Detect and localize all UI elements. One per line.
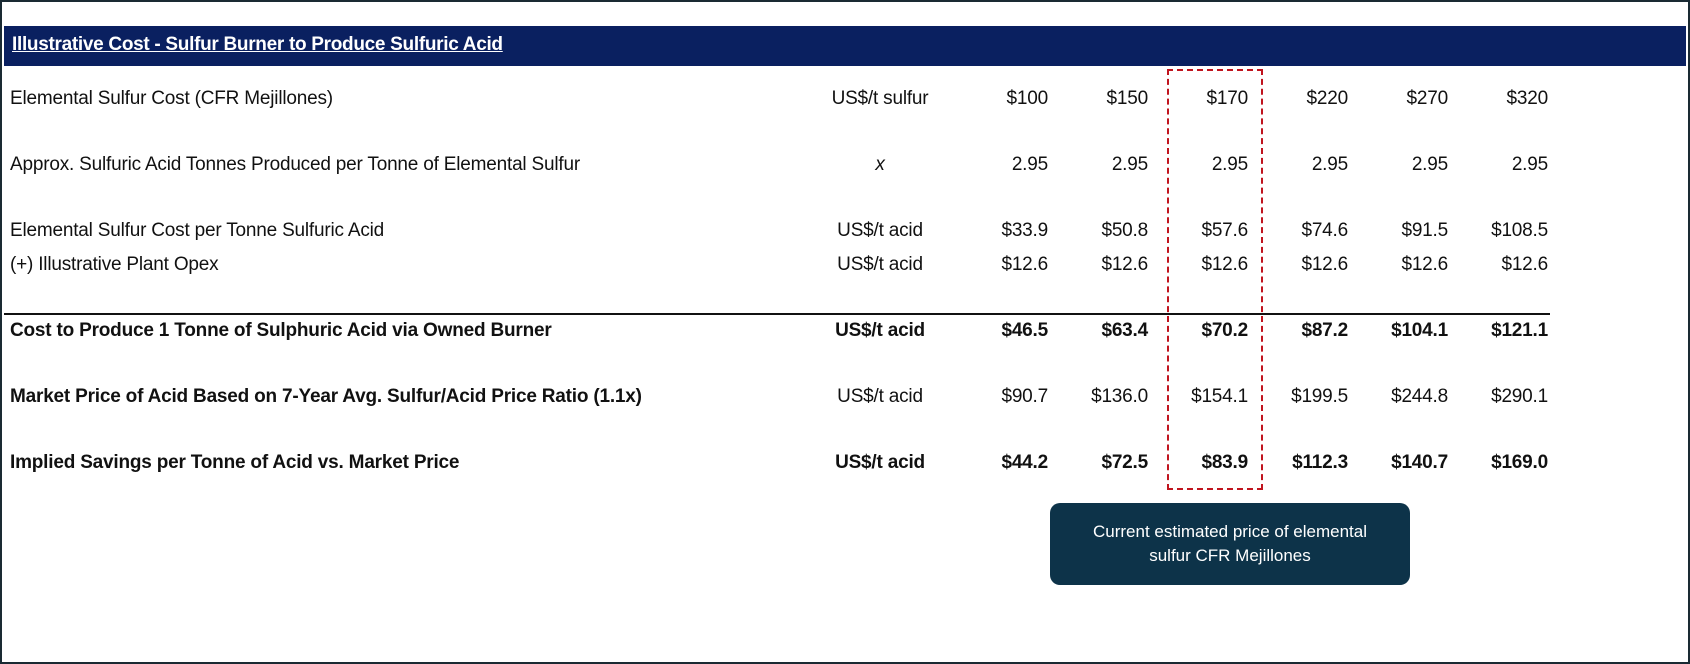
row-value: $290.1 bbox=[1491, 386, 1548, 407]
row-value: $220 bbox=[1306, 88, 1349, 109]
row-value: 2.95 bbox=[1511, 154, 1548, 175]
row-value: $12.6 bbox=[1301, 254, 1348, 275]
row-unit: US$/t acid bbox=[837, 386, 923, 407]
row-value: $270 bbox=[1406, 88, 1449, 109]
row-value: $70.2 bbox=[1201, 320, 1248, 341]
row-unit: US$/t acid bbox=[835, 320, 925, 341]
row-label: Market Price of Acid Based on 7-Year Avg… bbox=[10, 386, 642, 407]
table-title: Illustrative Cost - Sulfur Burner to Pro… bbox=[12, 34, 503, 55]
title-bar: Illustrative Cost - Sulfur Burner to Pro… bbox=[4, 26, 1686, 66]
row-value: $46.5 bbox=[1001, 320, 1048, 341]
row-value: $50.8 bbox=[1101, 220, 1148, 241]
row-value: $57.6 bbox=[1201, 220, 1248, 241]
row-value: $83.9 bbox=[1201, 452, 1248, 473]
row-label: (+) Illustrative Plant Opex bbox=[10, 254, 219, 275]
row-value: 2.95 bbox=[1211, 154, 1248, 175]
table-row: Approx. Sulfuric Acid Tonnes Produced pe… bbox=[0, 150, 1690, 180]
table-row: Cost to Produce 1 Tonne of Sulphuric Aci… bbox=[0, 316, 1690, 346]
table-row: Market Price of Acid Based on 7-Year Avg… bbox=[0, 382, 1690, 412]
row-value: $170 bbox=[1206, 88, 1249, 109]
row-unit: x bbox=[875, 154, 885, 175]
table-row: (+) Illustrative Plant Opex US$/t acid $12… bbox=[0, 250, 1690, 280]
row-value: $244.8 bbox=[1391, 386, 1448, 407]
row-unit: US$/t acid bbox=[837, 220, 923, 241]
row-value: $74.6 bbox=[1301, 220, 1348, 241]
row-value: $154.1 bbox=[1191, 386, 1248, 407]
row-value: $108.5 bbox=[1491, 220, 1548, 241]
table-row: Elemental Sulfur Cost (CFR Mejillones) US… bbox=[0, 84, 1690, 114]
row-value: 2.95 bbox=[1011, 154, 1048, 175]
row-value: $199.5 bbox=[1291, 386, 1348, 407]
row-value: $121.1 bbox=[1491, 320, 1548, 341]
row-value: $100 bbox=[1006, 88, 1049, 109]
row-value: $44.2 bbox=[1001, 452, 1048, 473]
row-value: $140.7 bbox=[1391, 452, 1448, 473]
row-unit: US$/t acid bbox=[835, 452, 925, 473]
callout-text: Current estimated price of elemental sul… bbox=[1092, 522, 1368, 565]
row-label: Implied Savings per Tonne of Acid vs. Ma… bbox=[10, 452, 460, 473]
row-label: Approx. Sulfuric Acid Tonnes Produced pe… bbox=[10, 154, 580, 175]
row-label: Elemental Sulfur Cost (CFR Mejillones) bbox=[10, 88, 333, 109]
row-value: $12.6 bbox=[1101, 254, 1148, 275]
row-value: $87.2 bbox=[1301, 320, 1348, 341]
row-value: $112.3 bbox=[1292, 452, 1348, 473]
row-value: 2.95 bbox=[1311, 154, 1348, 175]
row-unit: US$/t acid bbox=[837, 254, 923, 275]
row-value: $12.6 bbox=[1201, 254, 1248, 275]
row-value: $72.5 bbox=[1101, 452, 1148, 473]
row-value: $104.1 bbox=[1391, 320, 1448, 341]
row-value: $91.5 bbox=[1401, 220, 1448, 241]
row-value: $136.0 bbox=[1091, 386, 1148, 407]
row-value: $33.9 bbox=[1001, 220, 1048, 241]
divider bbox=[4, 313, 1550, 315]
row-value: $63.4 bbox=[1101, 320, 1148, 341]
row-value: $169.0 bbox=[1491, 452, 1548, 473]
callout-box: Current estimated price of elemental sul… bbox=[1050, 503, 1410, 585]
row-unit: US$/t sulfur bbox=[831, 88, 929, 109]
row-value: $12.6 bbox=[1001, 254, 1048, 275]
row-value: $12.6 bbox=[1501, 254, 1548, 275]
row-value: $150 bbox=[1106, 88, 1149, 109]
row-value: 2.95 bbox=[1111, 154, 1148, 175]
table-row: Implied Savings per Tonne of Acid vs. Ma… bbox=[0, 448, 1690, 478]
table-row: Elemental Sulfur Cost per Tonne Sulfuric… bbox=[0, 216, 1690, 246]
row-value: 2.95 bbox=[1411, 154, 1448, 175]
row-label: Elemental Sulfur Cost per Tonne Sulfuric… bbox=[10, 220, 385, 241]
row-value: $12.6 bbox=[1401, 254, 1448, 275]
row-value: $90.7 bbox=[1001, 386, 1048, 407]
row-value: $320 bbox=[1506, 88, 1549, 109]
row-label: Cost to Produce 1 Tonne of Sulphuric Aci… bbox=[10, 320, 552, 341]
highlight-column-box bbox=[1167, 69, 1263, 490]
